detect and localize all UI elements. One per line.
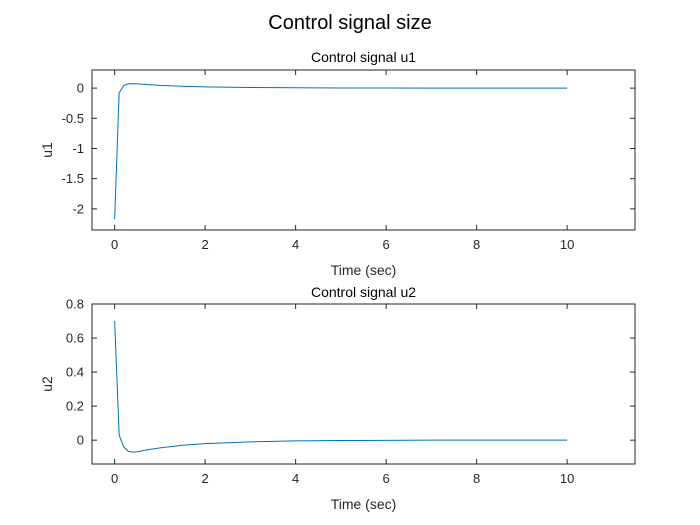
y-axis-label: u1	[39, 142, 55, 158]
x-tick-label: 0	[111, 237, 118, 252]
x-axis-label: Time (sec)	[331, 262, 397, 278]
x-tick-label: 2	[202, 471, 209, 486]
x-tick-label: 6	[383, 237, 390, 252]
y-tick-label: 0	[77, 433, 84, 448]
subplot-title: Control signal u2	[311, 284, 416, 300]
y-tick-label: 0.8	[66, 297, 84, 312]
plot-area	[91, 69, 636, 231]
y-tick-label: 0	[77, 81, 84, 96]
x-tick-label: 4	[292, 471, 299, 486]
y-axis-label: u2	[39, 376, 55, 392]
y-tick-label: 0.2	[66, 399, 84, 414]
series-group	[114, 83, 568, 220]
x-tick-label: 10	[560, 237, 574, 252]
x-tick-label: 8	[473, 237, 480, 252]
y-tick-label: -2	[72, 201, 84, 216]
series-group	[114, 321, 568, 453]
axis-ticks: 0 2 4 6 8 10 0 0.2 0.4 0.6 0.8	[66, 297, 635, 486]
y-tick-label: -1	[72, 141, 84, 156]
series-line	[114, 83, 568, 220]
x-tick-label: 6	[383, 471, 390, 486]
axis-ticks: 0 2 4 6 8 10 0 -0.5 -1 -1.5 -2	[62, 70, 635, 252]
y-tick-label: 0.4	[66, 365, 84, 380]
x-tick-label: 10	[560, 471, 574, 486]
figure-title: Control signal size	[268, 12, 431, 34]
y-tick-label: -1.5	[62, 171, 84, 186]
y-tick-label: 0.6	[66, 331, 84, 346]
plot-area	[91, 303, 636, 465]
y-tick-label: -0.5	[62, 111, 84, 126]
series-line	[114, 321, 568, 453]
x-tick-label: 4	[292, 237, 299, 252]
subplot-title: Control signal u1	[311, 49, 416, 65]
x-axis-label: Time (sec)	[331, 496, 397, 512]
x-tick-label: 8	[473, 471, 480, 486]
subplot-u2: Control signal u2 Time (sec) u2 0 2 4 6 8 100…	[39, 284, 636, 512]
x-tick-label: 0	[111, 471, 118, 486]
x-tick-label: 2	[202, 237, 209, 252]
subplot-u1: Control signal u1 Time (sec) u1 0 2 4 6 8 100…	[39, 49, 636, 278]
